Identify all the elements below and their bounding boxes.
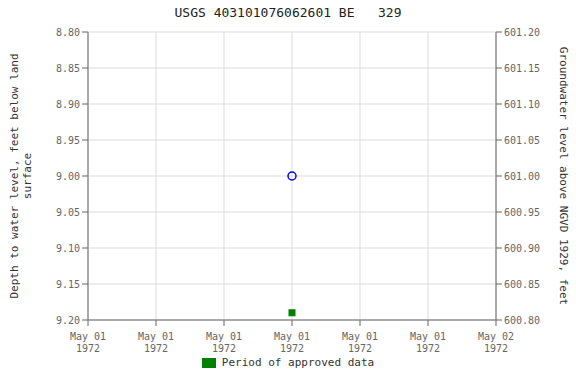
svg-text:601.05: 601.05	[504, 135, 540, 146]
html-text:Period of approved data: Period of approved data	[221, 356, 375, 369]
svg-text:May 011972: May 011972	[70, 331, 106, 354]
svg-text:May 021972: May 021972	[478, 331, 514, 354]
svg-text:9.10: 9.10	[56, 243, 80, 254]
svg-text:9.05: 9.05	[56, 207, 80, 218]
svg-text:600.80: 600.80	[504, 315, 540, 326]
svg-text:Depth to water level, feet bel: Depth to water level, feet below landsur…	[8, 53, 34, 298]
svg-text:May 011972: May 011972	[274, 331, 310, 354]
svg-text:May 011972: May 011972	[206, 331, 242, 354]
svg-text:9.15: 9.15	[56, 279, 80, 290]
svg-text:601.10: 601.10	[504, 99, 540, 110]
svg-text:May 011972: May 011972	[342, 331, 378, 354]
svg-text:8.80: 8.80	[56, 27, 80, 38]
svg-text:601.00: 601.00	[504, 171, 540, 182]
svg-text:May 011972: May 011972	[138, 331, 174, 354]
svg-text:8.95: 8.95	[56, 135, 80, 146]
svg-text:601.20: 601.20	[504, 27, 540, 38]
svg-text:May 011972: May 011972	[410, 331, 446, 354]
html-text:USGS 403101076062601 BE 329: USGS 403101076062601 BE 329	[174, 5, 402, 20]
svg-text:600.95: 600.95	[504, 207, 540, 218]
svg-text:600.85: 600.85	[504, 279, 540, 290]
svg-text:9.00: 9.00	[56, 171, 80, 182]
svg-text:8.85: 8.85	[56, 63, 80, 74]
svg-text:Groundwater level above NGVD 1: Groundwater level above NGVD 1929, feet	[557, 47, 568, 305]
svg-text:8.90: 8.90	[56, 99, 80, 110]
svg-text:600.90: 600.90	[504, 243, 540, 254]
svg-text:601.15: 601.15	[504, 63, 540, 74]
svg-text:9.20: 9.20	[56, 315, 80, 326]
